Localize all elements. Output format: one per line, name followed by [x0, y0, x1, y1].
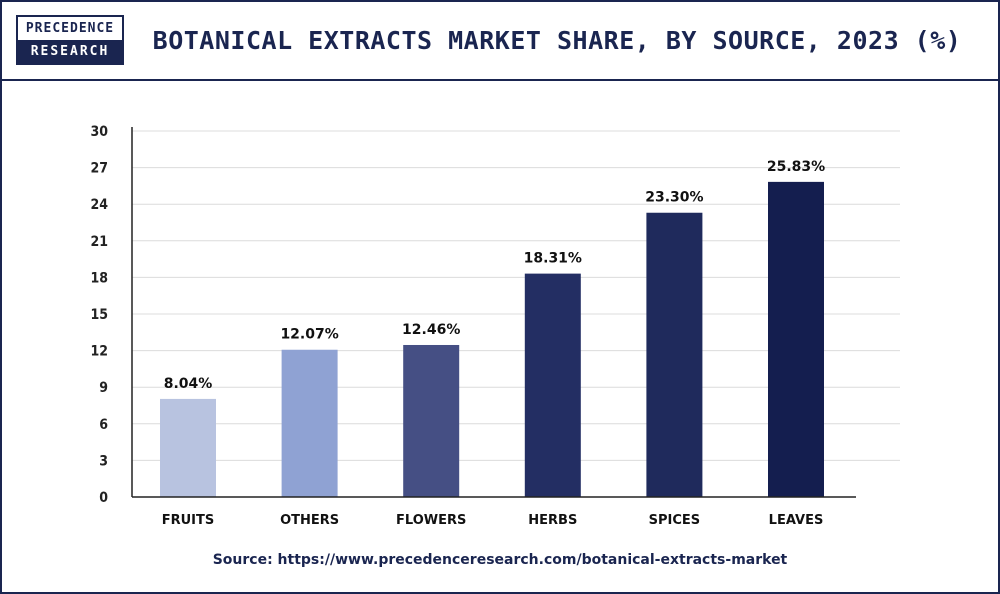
bar: [768, 181, 824, 497]
x-category-label: OTHERS: [280, 513, 339, 528]
y-tick-label: 6: [99, 417, 108, 433]
y-tick-label: 18: [90, 270, 108, 286]
bar: [281, 349, 338, 497]
y-tick-label: 15: [90, 307, 108, 323]
x-category-label: LEAVES: [769, 513, 824, 528]
data-label: 12.46%: [402, 322, 460, 338]
data-label: 8.04%: [164, 376, 213, 392]
source-note: Source: https://www.precedenceresearch.c…: [212, 552, 788, 568]
data-labels: 8.04% 12.07% 12.46% 18.31% 23.30% 25.83%: [164, 159, 825, 392]
y-tick-label: 30: [90, 124, 108, 140]
bar: [403, 344, 460, 497]
x-category-label: FLOWERS: [396, 513, 466, 528]
bar: [160, 398, 216, 497]
y-tick-label: 3: [99, 453, 108, 469]
y-tick-label: 9: [99, 380, 108, 396]
logo-line-1: PRECEDENCE: [18, 17, 122, 40]
brand-logo: PRECEDENCE RESEARCH: [16, 15, 124, 65]
x-category-label: FRUITS: [162, 513, 215, 528]
data-label: 25.83%: [767, 159, 825, 175]
x-category-label: HERBS: [528, 513, 577, 528]
bar: [646, 212, 703, 498]
data-label: 12.07%: [280, 327, 338, 343]
x-category-label: SPICES: [649, 513, 701, 528]
y-tick-label: 24: [90, 197, 108, 213]
y-tick-label: 0: [99, 490, 108, 506]
data-label: 23.30%: [645, 190, 703, 206]
y-tick-label: 12: [90, 344, 108, 360]
y-tick-label: 27: [90, 161, 108, 177]
bars: [160, 181, 824, 498]
header: PRECEDENCE RESEARCH BOTANICAL EXTRACTS M…: [2, 2, 998, 81]
chart-title: BOTANICAL EXTRACTS MARKET SHARE, BY SOUR…: [152, 26, 962, 55]
y-axis-ticks: 0 3 6 9 12 15 18 21 24 27 30: [90, 124, 108, 506]
y-tick-label: 21: [90, 234, 108, 250]
data-label: 18.31%: [524, 251, 582, 267]
x-axis-categories: FRUITS OTHERS FLOWERS HERBS SPICES LEAVES: [162, 513, 824, 528]
logo-line-2: RESEARCH: [18, 40, 122, 63]
bar: [524, 273, 581, 497]
